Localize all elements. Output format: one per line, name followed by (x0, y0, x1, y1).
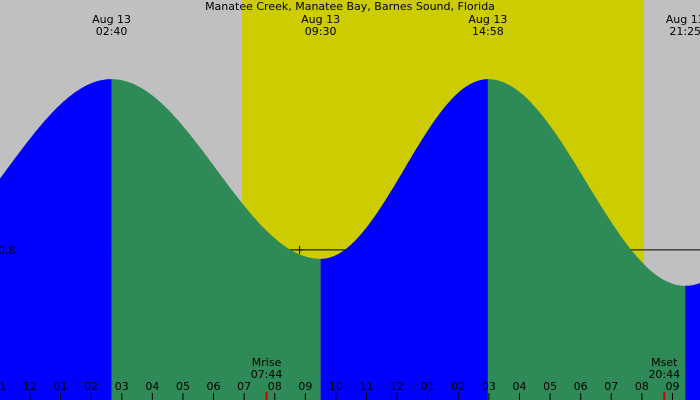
level-marker (295, 245, 304, 254)
rising-tide (320, 79, 488, 400)
hour-label: 11 (360, 380, 374, 393)
hour-label: 05 (543, 380, 557, 393)
event-date: Aug 13 (301, 13, 340, 26)
hour-label: 08 (268, 380, 282, 393)
hour-label: 04 (512, 380, 526, 393)
rising-tide (685, 283, 700, 400)
rising-tide (0, 79, 112, 400)
hour-label: 01 (421, 380, 435, 393)
event-date: Aug 13 (666, 13, 700, 26)
hour-label: 11 (0, 380, 6, 393)
hour-label: 06 (207, 380, 221, 393)
hour-label: 07 (237, 380, 251, 393)
falling-tide (111, 79, 321, 400)
hour-label: 12 (390, 380, 404, 393)
hour-label: 01 (54, 380, 68, 393)
level-label: 0.8 (0, 244, 16, 257)
hour-label: 04 (145, 380, 159, 393)
hour-label: 02 (84, 380, 98, 393)
hour-label: 09 (298, 380, 312, 393)
event-date: Aug 13 (92, 13, 131, 26)
chart-title: Manatee Creek, Manatee Bay, Barnes Sound… (205, 0, 495, 13)
event-time: 02:40 (96, 25, 128, 38)
event-date: Aug 13 (468, 13, 507, 26)
hour-label: 09 (665, 380, 679, 393)
falling-tide (487, 79, 686, 400)
moon-name: Mset (651, 356, 678, 369)
hour-label: 02 (451, 380, 465, 393)
event-time: 14:58 (472, 25, 504, 38)
hour-label: 05 (176, 380, 190, 393)
moon-time: 07:44 (251, 368, 283, 381)
moon-name: Mrise (252, 356, 282, 369)
hour-label: 07 (604, 380, 618, 393)
hour-label: 06 (574, 380, 588, 393)
hour-label: 03 (482, 380, 496, 393)
hour-label: 10 (329, 380, 343, 393)
event-time: 21:25 (669, 25, 700, 38)
water-layer (0, 79, 700, 400)
moon-time: 20:44 (648, 368, 680, 381)
hour-label: 03 (115, 380, 129, 393)
event-time: 09:30 (305, 25, 337, 38)
hour-label: 08 (635, 380, 649, 393)
hour-label: 12 (23, 380, 37, 393)
